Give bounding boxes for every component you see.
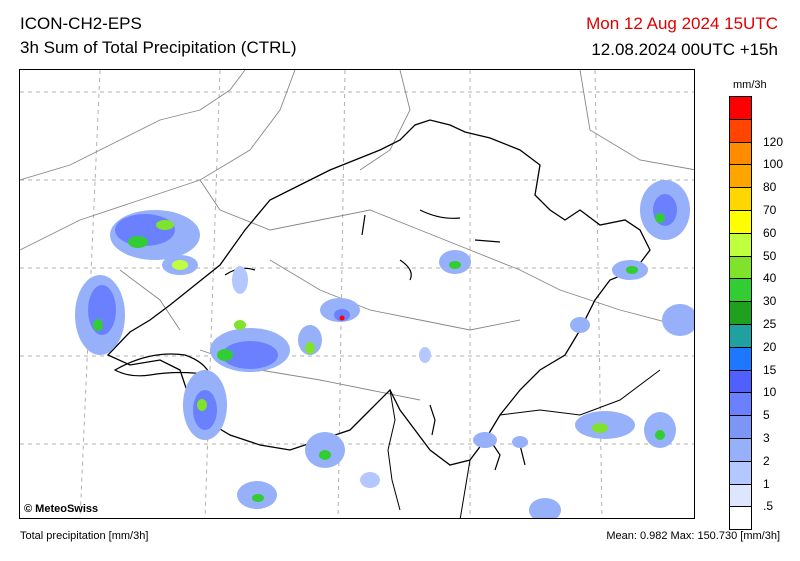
footer-stats: Mean: 0.982 Max: 150.730 [mm/3h]: [606, 530, 780, 542]
legend-swatch: [729, 96, 752, 120]
precipitation-map[interactable]: [19, 69, 695, 519]
legend-swatch: [729, 278, 752, 303]
legend-label: 20: [763, 339, 777, 354]
run-info: 12.08.2024 00UTC +15h: [591, 40, 778, 59]
legend-swatch: [729, 210, 752, 234]
precipitation-cells: [75, 180, 694, 518]
legend-label: 5: [763, 408, 770, 423]
legend-swatch: [729, 438, 752, 462]
legend-label: 120: [763, 134, 784, 149]
legend-swatch: [729, 483, 752, 508]
legend-label: 10: [763, 385, 777, 400]
valid-time: Mon 12 Aug 2024 15UTC: [586, 14, 778, 33]
legend-label: 3: [763, 431, 770, 445]
legend-label: 50: [763, 248, 777, 263]
legend-swatch: [729, 346, 752, 371]
legend-label: 40: [763, 271, 777, 286]
legend-label: 100: [763, 157, 784, 172]
border-south: [387, 369, 661, 518]
legend-label: 30: [763, 294, 777, 309]
legend-unit: mm/3h: [733, 79, 767, 91]
legend-swatch: [729, 255, 752, 280]
product-title: 3h Sum of Total Precipitation (CTRL): [20, 38, 297, 57]
legend-swatch: [729, 118, 752, 143]
legend-swatch: [729, 392, 752, 417]
legend-swatch: [729, 324, 752, 348]
legend-label: 2: [763, 453, 770, 468]
legend-label: 80: [763, 180, 777, 195]
legend-label: 70: [763, 203, 777, 217]
copyright-label: © MeteoSwiss: [24, 503, 99, 515]
legend-swatch: [729, 141, 752, 166]
legend-swatch: [729, 415, 752, 439]
legend-swatch: [729, 460, 752, 485]
legend-swatch: [729, 369, 752, 394]
legend-swatch: [729, 164, 752, 189]
legend-label: 15: [763, 362, 777, 377]
legend-swatch: [729, 187, 752, 211]
legend-label: 25: [763, 317, 777, 331]
footer-variable: Total precipitation [mm/3h]: [20, 530, 149, 542]
legend-swatch: [729, 232, 752, 257]
legend-label: 60: [763, 225, 777, 240]
legend-swatch: [729, 301, 752, 325]
legend-label: 1: [763, 476, 770, 491]
legend-label: .5: [763, 499, 774, 514]
legend-swatch: [729, 506, 752, 531]
model-title: ICON-CH2-EPS: [20, 14, 142, 33]
